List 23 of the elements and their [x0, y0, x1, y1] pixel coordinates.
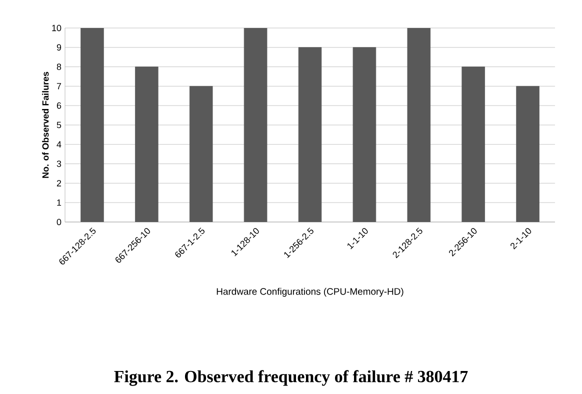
y-tick-label: 0 — [56, 218, 62, 226]
bar — [80, 28, 104, 222]
bar — [462, 66, 485, 222]
y-tick-label: 7 — [56, 83, 62, 90]
bar — [298, 47, 322, 222]
caption: Figure 2. Observed frequency of failure # 380417 — [114, 370, 468, 386]
bar — [244, 28, 268, 222]
y-tick-label: 2 — [56, 180, 62, 186]
y-tick-label: 6 — [56, 102, 62, 109]
bar — [352, 47, 376, 222]
y-tick-label: 10 — [52, 24, 62, 32]
bar — [189, 86, 213, 222]
bar — [135, 66, 158, 222]
bar — [516, 86, 540, 222]
y-tick-label: 5 — [56, 122, 62, 128]
y-tick-label: 8 — [56, 64, 62, 70]
y-tick-label: 3 — [56, 160, 62, 167]
x-axis-title: Hardware Configurations (CPU-Memory-HD) — [216, 288, 404, 297]
y-tick-label: 4 — [56, 141, 62, 148]
y-tick-label: 1 — [57, 200, 62, 206]
y-axis-title: No. of Observed Failures — [42, 72, 49, 178]
y-tick-label: 9 — [56, 44, 62, 51]
bar — [407, 28, 431, 222]
